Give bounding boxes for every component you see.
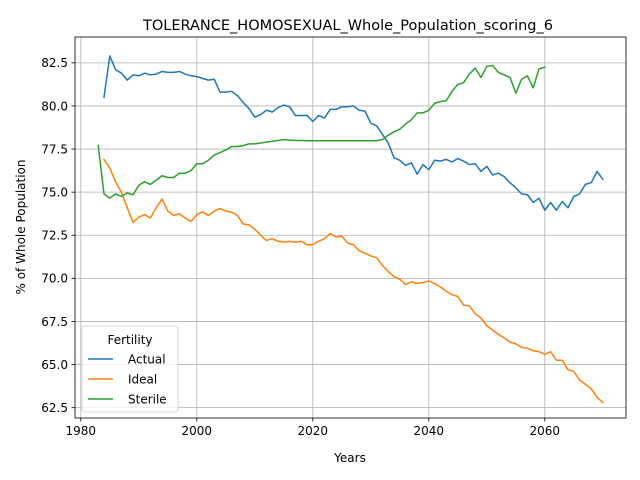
y-axis-ticks: 62.5 65.0 67.5 70.0 72.5 75.0 77.5 80.0 82.5	[41, 56, 75, 415]
y-tick-label: 80.0	[41, 99, 68, 113]
x-tick-label: 2020	[298, 424, 329, 438]
y-tick-label: 82.5	[41, 56, 68, 70]
x-tick-label: 2040	[414, 424, 445, 438]
legend-label-actual: Actual	[128, 352, 166, 366]
x-tick-label: 2000	[182, 424, 213, 438]
y-tick-label: 62.5	[41, 401, 68, 415]
x-tick-label: 1980	[66, 424, 97, 438]
y-tick-label: 75.0	[41, 185, 68, 199]
y-tick-label: 67.5	[41, 315, 68, 329]
legend-title: Fertility	[107, 333, 152, 347]
x-tick-label: 2060	[530, 424, 561, 438]
x-axis-title: Years	[333, 451, 366, 465]
series-lines	[97, 55, 604, 404]
legend-box	[81, 325, 179, 413]
series-line-actual	[103, 55, 604, 212]
chart-title: TOLERANCE_HOMOSEXUAL_Whole_Population_sc…	[142, 18, 553, 34]
x-axis-ticks: 1980 2000 2020 2040 2060	[66, 418, 561, 438]
series-line-sterile	[97, 64, 546, 199]
y-tick-label: 70.0	[41, 272, 68, 286]
y-tick-label: 77.5	[41, 142, 68, 156]
series-line-ideal	[102, 158, 604, 404]
plot-frame	[74, 36, 627, 419]
legend-label-sterile: Sterile	[128, 392, 167, 406]
legend-label-ideal: Ideal	[128, 372, 157, 386]
y-axis-title: % of Whole Population	[14, 160, 28, 295]
legend: Fertility Actual Ideal Sterile	[81, 325, 179, 413]
y-tick-label: 65.0	[41, 358, 68, 372]
y-tick-label: 72.5	[41, 229, 68, 243]
